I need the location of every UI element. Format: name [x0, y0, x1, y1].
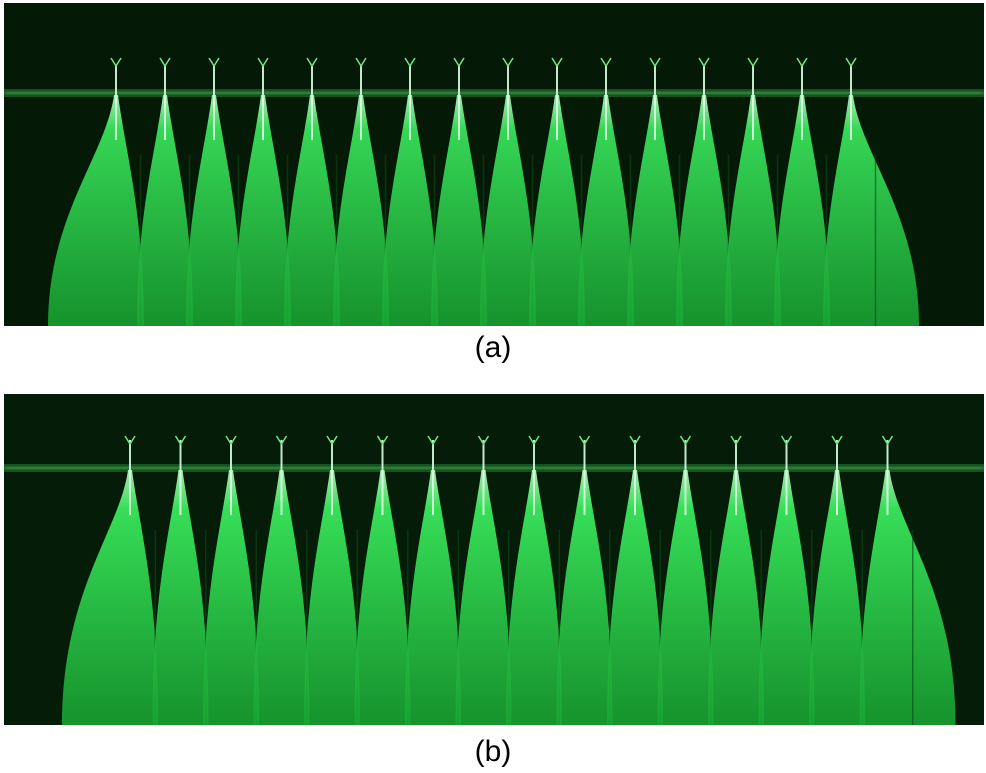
spray-photo-a [4, 3, 984, 326]
spray-plume [657, 470, 714, 725]
spray-plume [431, 95, 487, 326]
spray-plume [186, 95, 242, 326]
spray-plume [725, 95, 781, 326]
spray-plume [284, 95, 340, 326]
spray-plume [354, 470, 411, 725]
spray-plume [333, 95, 389, 326]
spray-plume [253, 470, 310, 725]
spray-plume [480, 95, 536, 326]
spray-plume [152, 470, 209, 725]
spray-plume [758, 470, 815, 725]
spray-group [48, 57, 919, 326]
spray-plume [506, 470, 562, 725]
spray-plume [455, 470, 512, 725]
spray-plume [529, 95, 585, 326]
spray-plume [859, 470, 956, 725]
spray-plume [137, 95, 193, 326]
spray-plume [607, 470, 663, 725]
spray-plume [578, 95, 634, 326]
spray-image-a [4, 3, 984, 326]
spray-plume [823, 95, 919, 326]
spray-group [62, 435, 956, 725]
spray-plume [235, 95, 291, 326]
spray-plume [62, 470, 158, 725]
spray-image-b [4, 394, 984, 725]
spray-plume [203, 470, 259, 725]
spray-plume [774, 95, 830, 326]
spray-plume [676, 95, 732, 326]
spray-plume [48, 95, 144, 326]
spray-plume [556, 470, 613, 725]
spray-plume [627, 95, 683, 326]
spray-plume [304, 470, 360, 725]
spray-photo-b [4, 394, 984, 725]
caption-b: (b) [474, 735, 512, 768]
spray-plume [382, 95, 438, 326]
spray-plume [405, 470, 461, 725]
caption-a: (a) [474, 331, 512, 364]
spray-plume [708, 470, 764, 725]
spray-plume [809, 470, 865, 725]
